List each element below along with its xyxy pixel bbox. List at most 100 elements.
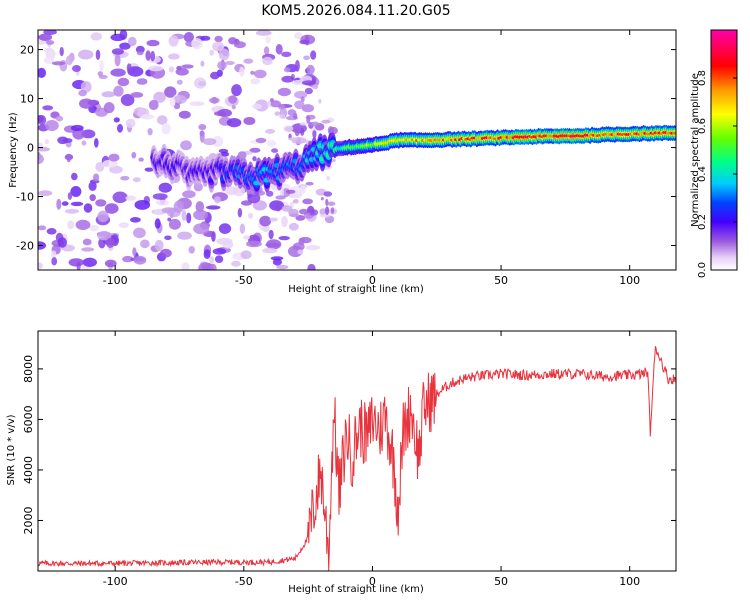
noise-blob [38, 67, 46, 78]
noise-blob [94, 138, 99, 148]
noise-blob [173, 103, 181, 110]
noise-blob [212, 136, 224, 147]
noise-blob [300, 127, 305, 136]
noise-blob [44, 139, 50, 145]
noise-blob [117, 77, 130, 87]
noise-blob [108, 153, 120, 162]
noise-blob [90, 32, 103, 41]
noise-blob [193, 223, 210, 235]
colorbar-tick-label: 0.6 [697, 118, 708, 134]
noise-blob [200, 35, 211, 41]
noise-blob [228, 95, 238, 104]
noise-blob [43, 56, 54, 64]
snr-x-ticks: -100 -50 0 50 100 [103, 331, 640, 588]
noise-blob [243, 117, 256, 125]
noise-blob [287, 245, 303, 257]
noise-blob [203, 249, 211, 259]
noise-blob [130, 92, 144, 98]
noise-blob [233, 41, 246, 49]
noise-blob [177, 231, 192, 240]
noise-blob [220, 151, 229, 157]
snr-y-label: SNR (10 * v/v) [6, 414, 17, 485]
noise-blob [59, 46, 64, 57]
noise-blob [300, 96, 305, 103]
noise-blob [292, 199, 299, 204]
noise-blob [111, 48, 124, 55]
noise-blob [160, 248, 172, 258]
noise-blob [183, 32, 194, 43]
colorbar-tick-label: 0.2 [697, 214, 708, 230]
noise-blob [168, 66, 175, 73]
noise-blob [330, 207, 335, 214]
noise-blob [175, 68, 189, 76]
noise-blob [274, 111, 281, 116]
noise-blob [191, 38, 203, 50]
noise-blob [64, 208, 80, 214]
noise-blob [140, 239, 150, 249]
noise-blob [253, 69, 267, 79]
noise-blob [83, 203, 93, 213]
noise-blob [319, 208, 327, 216]
noise-blob [263, 46, 270, 55]
noise-blob [323, 191, 333, 197]
x-tick-label: -50 [235, 274, 253, 287]
snr-frame [37, 330, 677, 572]
noise-blob [131, 151, 137, 159]
noise-blob [283, 67, 291, 73]
noise-blob [262, 247, 278, 254]
noise-blob [301, 80, 316, 86]
noise-blob [310, 121, 320, 127]
noise-blob [68, 258, 84, 267]
y-tick-label: 8000 [22, 355, 35, 383]
noise-blob [101, 91, 116, 98]
x-tick-label: 50 [494, 575, 508, 588]
spectrogram-y-label: Frequency (Hz) [8, 112, 19, 188]
noise-blob [154, 239, 164, 252]
noise-blob [225, 61, 235, 65]
noise-blob [266, 239, 282, 250]
noise-blob [262, 56, 273, 66]
noise-blob [168, 53, 180, 60]
noise-blob [248, 212, 254, 219]
noise-blob [158, 182, 172, 193]
colorbar-ticks: 0.0 0.2 0.4 0.6 0.8 [697, 70, 737, 278]
noise-blob [93, 173, 100, 182]
noise-blob [327, 201, 336, 206]
y-tick-label: 4000 [22, 456, 35, 484]
noise-blob [113, 85, 124, 97]
noise-blob [294, 126, 300, 137]
noise-blob [281, 75, 295, 83]
noise-blob [62, 138, 73, 143]
noise-blob [202, 138, 217, 146]
noise-blob [119, 30, 128, 40]
noise-blob [82, 238, 92, 246]
noise-blob [140, 114, 155, 120]
noise-blob [138, 157, 144, 162]
noise-blob [294, 90, 308, 99]
noise-blob [222, 240, 234, 249]
noise-blob [193, 182, 203, 192]
noise-blob [66, 153, 72, 163]
noise-blob [198, 124, 207, 131]
noise-blob [239, 223, 246, 234]
noise-blob [265, 36, 272, 44]
noise-blob [250, 70, 255, 75]
noise-blob [178, 110, 191, 119]
noise-blob [148, 65, 164, 72]
noise-blob [168, 218, 181, 230]
y-tick-label: 6000 [22, 405, 35, 433]
noise-blob [173, 200, 184, 213]
noise-blob [70, 186, 82, 197]
noise-blob [209, 97, 220, 104]
noise-blob [214, 255, 224, 263]
snr-y-ticks: 2000 4000 6000 8000 [22, 355, 676, 534]
noise-blob [42, 105, 54, 111]
noise-blob [97, 210, 109, 223]
noise-blob [38, 262, 43, 269]
noise-blob [304, 87, 313, 95]
spectrogram-y-ticks: -20 -10 0 10 20 [16, 44, 676, 253]
noise-blob [214, 35, 223, 43]
noise-blob [309, 209, 319, 216]
x-tick-label: 100 [619, 274, 640, 287]
